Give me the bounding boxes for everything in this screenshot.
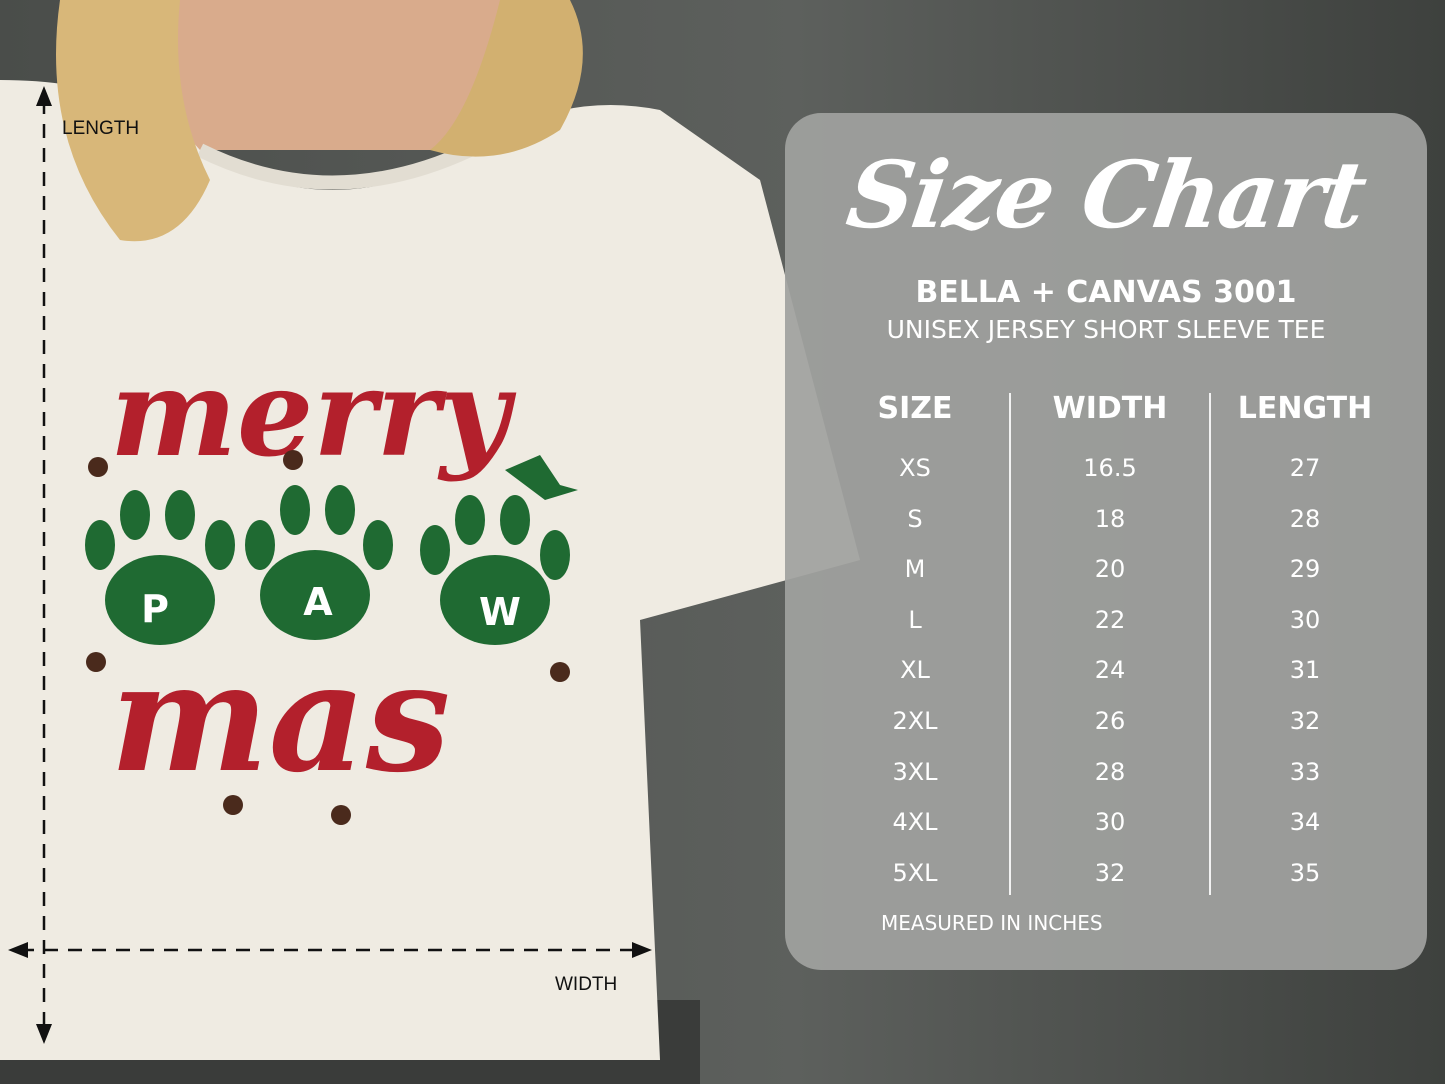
paw-pad bbox=[440, 555, 550, 645]
paw-letter-a: A bbox=[303, 580, 333, 624]
header-length: LENGTH bbox=[1237, 391, 1373, 426]
paw-letter-w: W bbox=[479, 590, 521, 634]
width-cell: 32 bbox=[1094, 858, 1126, 887]
size-cell: M bbox=[904, 555, 926, 584]
length-cell: 29 bbox=[1289, 555, 1321, 584]
hair-right bbox=[430, 0, 583, 157]
length-cell: 30 bbox=[1289, 605, 1321, 634]
design-mas: mas bbox=[110, 630, 450, 806]
measure-lines bbox=[20, 100, 640, 1030]
column-divider bbox=[1009, 393, 1011, 895]
product-subtitle: UNISEX JERSEY SHORT SLEEVE TEE bbox=[886, 315, 1326, 344]
size-cell: 3XL bbox=[892, 757, 938, 786]
width-cell: 26 bbox=[1094, 706, 1126, 735]
length-cell: 34 bbox=[1289, 808, 1321, 837]
size-cell: XS bbox=[899, 454, 931, 482]
footnote: MEASURED IN INCHES bbox=[881, 911, 1103, 935]
size-cell: 5XL bbox=[892, 858, 938, 887]
length-cell: 31 bbox=[1289, 656, 1321, 685]
size-cell: L bbox=[908, 605, 922, 634]
size-cell: 4XL bbox=[892, 808, 938, 837]
width-cell: 16.5 bbox=[1083, 454, 1137, 482]
length-cell: 32 bbox=[1289, 706, 1321, 735]
design-graphic: merry P A W mas bbox=[85, 343, 578, 825]
width-cell: 30 bbox=[1094, 808, 1126, 837]
hair-left bbox=[56, 0, 210, 242]
paw-pad bbox=[105, 555, 215, 645]
width-cell: 24 bbox=[1094, 656, 1126, 685]
width-label: WIDTH bbox=[555, 974, 618, 995]
size-chart-title: Size Chart bbox=[840, 141, 1372, 249]
column-divider bbox=[1209, 393, 1211, 895]
header-size: SIZE bbox=[877, 391, 953, 426]
size-column: SIZE XS S M L XL 2XL 3XL 4XL 5XL bbox=[815, 391, 1015, 909]
paw-letter-p: P bbox=[141, 587, 169, 631]
width-cell: 20 bbox=[1094, 555, 1126, 584]
design-merry: merry bbox=[110, 343, 517, 484]
width-cell: 22 bbox=[1094, 605, 1126, 634]
size-chart-panel: Size Chart BELLA + CANVAS 3001 UNISEX JE… bbox=[785, 113, 1427, 970]
brand-model: BELLA + CANVAS 3001 bbox=[915, 275, 1297, 310]
length-column: LENGTH 27 28 29 30 31 32 33 34 35 bbox=[1205, 391, 1405, 909]
size-cell: 2XL bbox=[892, 706, 938, 735]
paw-pad bbox=[260, 550, 370, 640]
size-cell: XL bbox=[900, 656, 930, 685]
width-cell: 28 bbox=[1094, 757, 1126, 786]
length-label: LENGTH bbox=[62, 118, 140, 139]
length-cell: 27 bbox=[1289, 454, 1321, 482]
size-cell: S bbox=[907, 504, 923, 533]
length-cell: 33 bbox=[1289, 757, 1321, 786]
width-cell: 18 bbox=[1094, 504, 1126, 533]
length-cell: 28 bbox=[1289, 504, 1321, 533]
length-cell: 35 bbox=[1289, 858, 1321, 887]
width-column: WIDTH 16.5 18 20 22 24 26 28 30 32 bbox=[1010, 391, 1210, 909]
header-width: WIDTH bbox=[1052, 391, 1168, 426]
